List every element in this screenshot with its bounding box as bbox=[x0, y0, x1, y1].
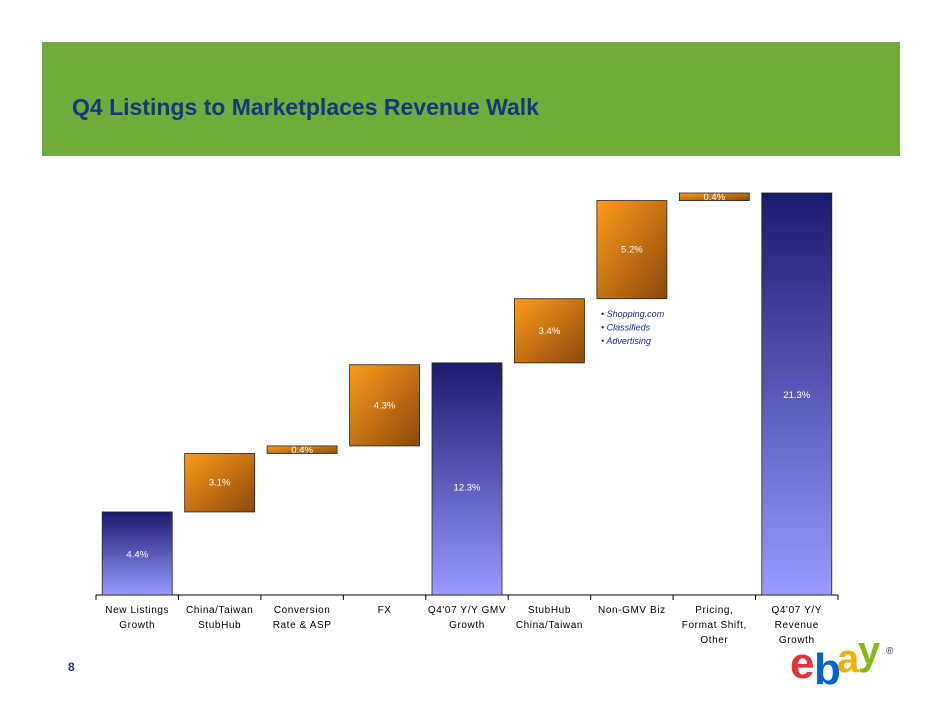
x-tick-label-2-1: Rate & ASP bbox=[273, 620, 332, 631]
x-tick-label-7-0: Pricing, bbox=[695, 605, 733, 616]
bar-3 bbox=[349, 364, 420, 447]
x-tick-label-1-1: StubHub bbox=[198, 620, 241, 631]
bar-4 bbox=[431, 362, 503, 596]
bar-5 bbox=[514, 298, 585, 364]
bar-label-3: 4.3% bbox=[374, 400, 396, 411]
bar-label-7: 0.4% bbox=[704, 192, 726, 203]
x-tick-label-4-1: Growth bbox=[449, 620, 485, 631]
annotation-line-0: • Shopping.com bbox=[601, 309, 665, 319]
logo-letter-a: a bbox=[837, 637, 860, 681]
x-tick-label-0-0: New Listings bbox=[105, 605, 169, 616]
registered-mark: ® bbox=[886, 646, 894, 657]
logo-letter-b: b bbox=[814, 645, 841, 688]
x-tick-label-8-2: Growth bbox=[779, 635, 815, 646]
bar-2 bbox=[266, 445, 338, 454]
bar-label-5: 3.4% bbox=[539, 326, 561, 337]
x-tick-label-6-0: Non-GMV Biz bbox=[598, 605, 666, 616]
annotation-line-1: • Classifieds bbox=[601, 323, 651, 333]
x-tick-label-5-0: StubHub bbox=[528, 605, 571, 616]
x-tick-label-7-2: Other bbox=[700, 635, 728, 646]
bar-7 bbox=[678, 192, 750, 201]
ebay-logo: e b a y ® bbox=[790, 632, 894, 688]
bar-8 bbox=[761, 192, 833, 596]
x-tick-label-2-0: Conversion bbox=[274, 605, 331, 616]
x-tick-label-7-1: Format Shift, bbox=[682, 620, 747, 631]
bar-1 bbox=[184, 453, 256, 513]
annotation-line-2: • Advertising bbox=[601, 336, 651, 346]
bar-0 bbox=[101, 511, 173, 596]
x-tick-label-0-1: Growth bbox=[119, 620, 155, 631]
logo-letter-e: e bbox=[790, 639, 814, 688]
page-number: 8 bbox=[68, 660, 75, 674]
x-tick-label-1-0: China/Taiwan bbox=[186, 605, 253, 616]
x-tick-label-4-0: Q4'07 Y/Y GMV bbox=[428, 605, 506, 616]
x-tick-label-8-1: Revenue bbox=[775, 620, 819, 631]
non-gmv-annotation: • Shopping.com • Classifieds • Advertising bbox=[601, 309, 665, 346]
x-tick-label-3-0: FX bbox=[378, 605, 392, 616]
x-tick-label-8-0: Q4'07 Y/Y bbox=[772, 605, 823, 616]
bar-label-2: 0.4% bbox=[291, 445, 313, 456]
bar-label-4: 12.3% bbox=[454, 483, 481, 494]
bar-6 bbox=[596, 200, 668, 300]
x-tick-label-5-1: China/Taiwan bbox=[516, 620, 583, 631]
bar-label-0: 4.4% bbox=[126, 550, 148, 561]
bar-label-8: 21.3% bbox=[783, 390, 810, 401]
title-banner: Q4 Listings to Marketplaces Revenue Walk bbox=[42, 42, 900, 156]
logo-letter-y: y bbox=[858, 632, 881, 673]
bar-label-1: 3.1% bbox=[209, 478, 231, 489]
bar-label-6: 5.2% bbox=[621, 245, 643, 256]
page-title: Q4 Listings to Marketplaces Revenue Walk bbox=[72, 94, 539, 120]
